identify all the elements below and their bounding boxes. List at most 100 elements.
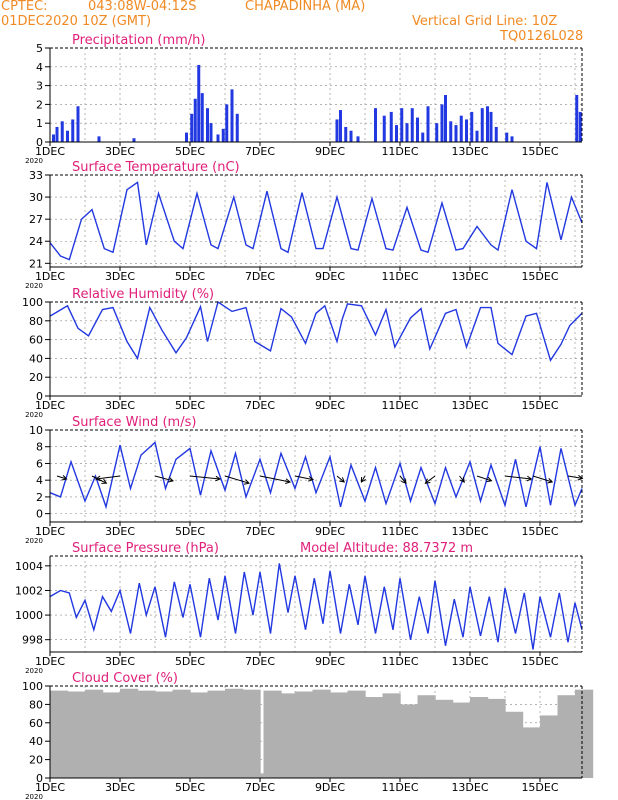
precip-bar bbox=[459, 115, 463, 142]
wind-arrow bbox=[459, 475, 465, 483]
x-tick-label: 15DEC bbox=[521, 270, 558, 283]
precip-bar bbox=[440, 104, 444, 142]
y-tick-label: 6 bbox=[36, 457, 43, 470]
cloud-bar bbox=[67, 691, 86, 778]
x-tick-label: 5DEC bbox=[175, 781, 205, 794]
series-line bbox=[49, 563, 583, 650]
x-tick-label: 7DEC bbox=[245, 399, 275, 412]
precip-bar bbox=[510, 136, 514, 142]
x-tick-label: 13DEC bbox=[451, 525, 488, 538]
cloud-bar bbox=[540, 715, 559, 778]
precip-bar bbox=[486, 106, 489, 142]
precip-bar bbox=[197, 64, 201, 142]
x-tick-label: 3DEC bbox=[105, 270, 135, 283]
x-tick-label: 5DEC bbox=[175, 525, 205, 538]
precip-bar bbox=[454, 125, 458, 142]
cloud-bar bbox=[50, 690, 69, 778]
precip-bar bbox=[382, 115, 386, 142]
precip-bar bbox=[356, 136, 360, 142]
y-tick-label: 33 bbox=[29, 169, 43, 182]
precip-bar bbox=[470, 111, 474, 142]
x-year-label: 2020 bbox=[25, 667, 43, 675]
wind-arrow-head bbox=[168, 476, 175, 483]
cloud-bar bbox=[505, 711, 524, 778]
x-tick-label: 13DEC bbox=[451, 399, 488, 412]
x-tick-label: 13DEC bbox=[451, 655, 488, 668]
x-tick-label: 3DEC bbox=[105, 525, 135, 538]
x-tick-label: 11DEC bbox=[381, 655, 418, 668]
x-tick-label: 5DEC bbox=[175, 655, 205, 668]
y-tick-label: 40 bbox=[29, 352, 43, 365]
precip-bar bbox=[400, 108, 404, 142]
wind-arrow-head bbox=[401, 478, 407, 485]
y-tick-label: 0 bbox=[36, 772, 43, 785]
precip-bar bbox=[575, 95, 579, 142]
cloud-bar bbox=[120, 688, 139, 778]
wind-arrow-head bbox=[547, 478, 554, 484]
precip-bar bbox=[426, 106, 430, 142]
cloud-bar bbox=[330, 692, 349, 778]
wind-arrow bbox=[224, 475, 250, 484]
precip-bar bbox=[206, 108, 209, 142]
wind-arrow bbox=[567, 475, 583, 479]
y-tick-label: 20 bbox=[29, 754, 43, 767]
precip-bar bbox=[216, 134, 220, 142]
precip-bar bbox=[421, 132, 425, 142]
y-tick-label: 0 bbox=[36, 136, 43, 149]
y-tick-label: 2 bbox=[36, 98, 43, 111]
precip-bar bbox=[335, 119, 339, 142]
cloud-bar bbox=[295, 691, 314, 778]
cloud-bar bbox=[365, 697, 384, 778]
cloud-bar bbox=[263, 690, 282, 778]
y-tick-label: 1004 bbox=[15, 560, 43, 573]
precip-bar bbox=[235, 113, 239, 142]
panel-title: Precipitation (mm/h) bbox=[72, 33, 205, 48]
cloud-bar bbox=[137, 690, 156, 778]
header-init-time: 01DEC2020 10Z (GMT) bbox=[1, 14, 152, 29]
x-tick-label: 13DEC bbox=[451, 145, 488, 158]
header-station: CHAPADINHA (MA) bbox=[245, 0, 366, 14]
y-tick-label: 40 bbox=[29, 735, 43, 748]
wind-arrow-head bbox=[308, 476, 315, 482]
precip-bar bbox=[76, 106, 80, 142]
panel-title: Surface Pressure (hPa) bbox=[72, 541, 219, 556]
x-tick-label: 9DEC bbox=[315, 781, 345, 794]
x-tick-label: 13DEC bbox=[451, 270, 488, 283]
cloud-bar bbox=[190, 692, 209, 778]
precip-bar bbox=[349, 130, 353, 142]
precip-bar bbox=[230, 89, 234, 142]
x-tick-label: 9DEC bbox=[315, 655, 345, 668]
precip-bar bbox=[209, 123, 213, 142]
precip-bar bbox=[578, 111, 582, 142]
precip-bar bbox=[475, 130, 479, 142]
x-tick-label: 7DEC bbox=[245, 655, 275, 668]
precip-bar bbox=[193, 98, 197, 142]
precip-bar bbox=[132, 138, 136, 142]
x-tick-label: 9DEC bbox=[315, 525, 345, 538]
y-tick-label: 1002 bbox=[15, 584, 43, 597]
precip-bar bbox=[405, 123, 409, 142]
cloud-bar bbox=[417, 695, 436, 778]
header-grid-note: Vertical Grid Line: 10Z bbox=[412, 14, 558, 29]
y-tick-label: 5 bbox=[36, 42, 43, 55]
x-tick-label: 15DEC bbox=[521, 525, 558, 538]
precip-bar bbox=[389, 111, 393, 142]
cloud-bar bbox=[155, 691, 174, 778]
panel-title: Surface Wind (m/s) bbox=[72, 415, 196, 430]
x-tick-label: 1DEC bbox=[35, 399, 65, 412]
wind-arrow-head bbox=[61, 475, 68, 481]
cloud-bar bbox=[225, 688, 244, 778]
x-tick-label: 15DEC bbox=[521, 655, 558, 668]
precip-bar bbox=[190, 113, 194, 142]
x-tick-label: 11DEC bbox=[381, 781, 418, 794]
wind-arrow bbox=[56, 475, 67, 480]
precip-bar bbox=[489, 111, 493, 142]
wind-arrow bbox=[189, 475, 221, 480]
wind-arrow bbox=[95, 475, 121, 480]
precip-bar bbox=[480, 108, 484, 142]
header-model-code: TQ0126L028 bbox=[500, 29, 584, 44]
x-tick-label: 1DEC bbox=[35, 781, 65, 794]
wind-arrow-head bbox=[360, 476, 366, 483]
x-tick-label: 1DEC bbox=[35, 270, 65, 283]
cloud-bar bbox=[435, 699, 454, 778]
